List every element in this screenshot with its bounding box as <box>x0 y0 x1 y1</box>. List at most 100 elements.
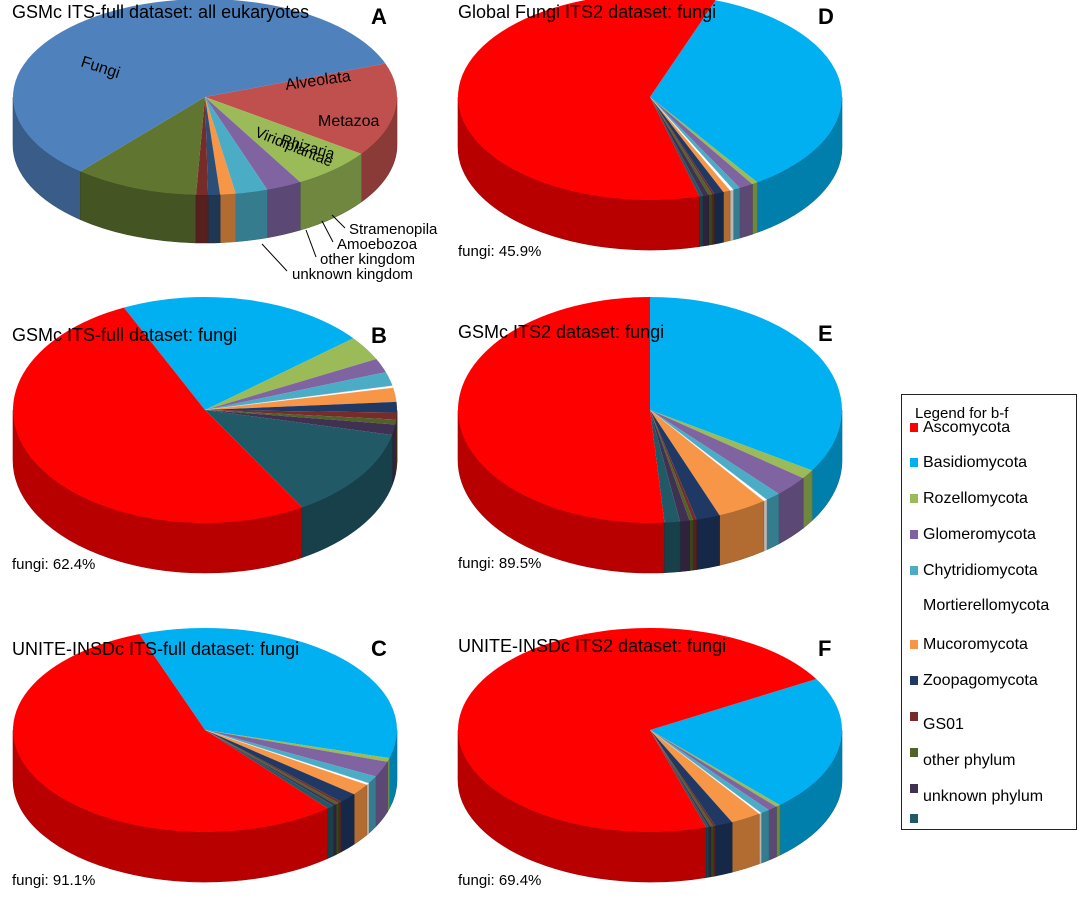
pie-slice-a-viridiplantae <box>205 97 268 194</box>
pie-side-d-other-phylum <box>708 194 713 246</box>
pie-slice-e-mucoromycota <box>650 410 764 516</box>
pie-slice-f-unknown-phylum <box>650 730 711 828</box>
legend-swatch <box>910 494 918 503</box>
pie-slice-d-unidentified <box>650 97 703 197</box>
legend-swatch <box>910 640 918 649</box>
slice-label-unknown-kingdom: unknown kingdom <box>292 266 413 283</box>
pie-side-e-rozellomycota <box>802 469 813 529</box>
legend-swatch <box>910 603 918 612</box>
legend-swatch <box>910 423 918 432</box>
pie-slice-d-other-phylum <box>650 97 713 196</box>
panel-title-b: GSMc ITS-full dataset: fungi <box>12 325 237 345</box>
pie-side-d-zoopagomycota <box>714 191 724 245</box>
pie-side-e-zoopagomycota <box>696 514 720 570</box>
panel-letter-f: F <box>818 636 831 661</box>
pie-side-d-mortierellomycota <box>729 189 734 242</box>
panel-letter-e: E <box>818 321 833 346</box>
pie-side-f-unidentified <box>705 826 709 878</box>
pie-side-d-unknown-phylum <box>702 194 709 247</box>
pie-slice-e-ascomycota <box>457 297 665 523</box>
legend-label: Mortierellomycota <box>923 597 1050 614</box>
pie-slice-c-unknown-phylum <box>205 730 337 806</box>
pie-slice-b-glomeromycota <box>205 359 386 410</box>
panel-title-c: UNITE-INSDc ITS-full dataset: fungi <box>12 639 299 659</box>
slice-label-amoebozoa: Amoebozoa <box>337 236 418 253</box>
panel-footer-e: fungi: 89.5% <box>458 555 541 572</box>
pie-slice-f-rozellomycota <box>650 730 780 807</box>
pie-panel-c: UNITE-INSDc ITS-full dataset: fungi Cfung… <box>12 628 398 889</box>
pie-side-d-glomeromycota <box>739 183 753 239</box>
pie-side-c-chytridiomycota <box>368 775 377 834</box>
pie-slice-c-mortierellomycota <box>204 729 370 786</box>
panel-letter-d: D <box>818 4 834 29</box>
panel-title-a: GSMc ITS-full dataset: all eukaryotes <box>12 2 309 22</box>
pie-side-e-other-phylum <box>689 519 694 571</box>
legend-swatch <box>910 748 918 757</box>
callout-line-unknown-kingdom <box>261 243 288 272</box>
pie-slice-b-unidentified <box>205 410 393 508</box>
pie-slice-f-mortierellomycota <box>649 729 762 815</box>
legend-swatch <box>910 566 918 575</box>
pie-slice-a-rhizaria <box>205 97 301 190</box>
legend-label: Zoopagomycota <box>923 672 1038 689</box>
legend-swatch <box>910 676 918 685</box>
pie-slice-d-zoopagomycota <box>650 97 724 195</box>
pie-side-d-unidentified <box>699 195 704 247</box>
panel-letter-c: C <box>371 636 387 661</box>
pie-slice-f-unidentified <box>650 730 709 828</box>
pie-side-d-rozellomycota <box>752 181 758 235</box>
pie-side-c-unidentified <box>327 805 334 859</box>
legend-label: Basidiomycota <box>923 454 1028 471</box>
pie-side-c-unknown-phylum <box>333 804 337 857</box>
pie-slice-f-ascomycota <box>457 628 817 832</box>
pie-slice-c-glomeromycota <box>205 730 388 777</box>
pie-slice-e-unknown-phylum <box>650 410 690 522</box>
pie-slice-d-basidiomycota <box>650 0 842 183</box>
callout-line-amoebozoa <box>321 220 334 243</box>
pie-side-e-unidentified <box>664 521 681 573</box>
legend-label: Ascomycota <box>923 419 1011 436</box>
pie-slice-a-fungi <box>13 0 386 172</box>
pie-slice-f-gs01 <box>650 730 716 827</box>
slice-label-metazoa: Metazoa <box>318 113 379 130</box>
pie-slice-c-rozellomycota <box>205 730 390 762</box>
panel-title-d: Global Fungi ITS2 dataset: fungi <box>458 2 716 22</box>
pie-side-f-gs01 <box>712 825 716 877</box>
pie-side-f-rozellomycota <box>776 804 781 858</box>
pie-side-e-chytridiomycota <box>766 493 780 551</box>
pie-slice-c-gs01 <box>205 730 342 804</box>
pie-slice-b-unknown-phylum <box>205 410 396 436</box>
panel-title-e: GSMc ITS2 dataset: fungi <box>458 322 664 342</box>
legend-label: GS01 <box>923 716 964 733</box>
pie-side-f-other-phylum <box>710 825 714 878</box>
pie-slice-d-glomeromycota <box>650 97 753 189</box>
pie-slice-a-stramenopila <box>205 97 236 195</box>
legend-swatch <box>910 712 918 721</box>
legend-label: Glomeromycota <box>923 526 1036 543</box>
pie-slice-a-amoebozoa <box>205 97 221 195</box>
pie-slice-f-zoopagomycota <box>650 730 733 826</box>
panel-letter-b: B <box>371 323 387 348</box>
pie-side-e-mortierellomycota <box>763 499 768 552</box>
pie-side-f-chytridiomycota <box>760 809 770 864</box>
slice-label-stramenopila: Stramenopila <box>349 221 438 238</box>
legend-swatch <box>910 458 918 467</box>
pie-side-a-viridiplantae <box>235 189 268 243</box>
legend: Legend for b-f Ascomycota Basidiomycota Ro… <box>901 394 1077 830</box>
pie-slice-e-zoopagomycota <box>650 410 720 520</box>
pie-slice-c-chytridiomycota <box>205 730 376 784</box>
panel-footer-b: fungi: 62.4% <box>12 556 95 573</box>
pie-side-c-other-phylum <box>335 802 339 856</box>
pie-side-d-chytridiomycota <box>733 187 741 241</box>
panel-footer-d: fungi: 45.9% <box>458 243 541 260</box>
pie-slice-b-gs01 <box>205 410 397 420</box>
pie-side-a-amoebozoa <box>207 194 221 244</box>
pie-slice-f-basidiomycota <box>650 679 842 806</box>
legend-title: Legend for b-f <box>915 405 1009 422</box>
pie-slice-c-zoopagomycota <box>205 730 355 802</box>
pie-slice-f-mucoromycota <box>650 730 760 823</box>
panel-letter-a: A <box>371 4 387 29</box>
pie-slice-c-basidiomycota <box>139 628 397 759</box>
